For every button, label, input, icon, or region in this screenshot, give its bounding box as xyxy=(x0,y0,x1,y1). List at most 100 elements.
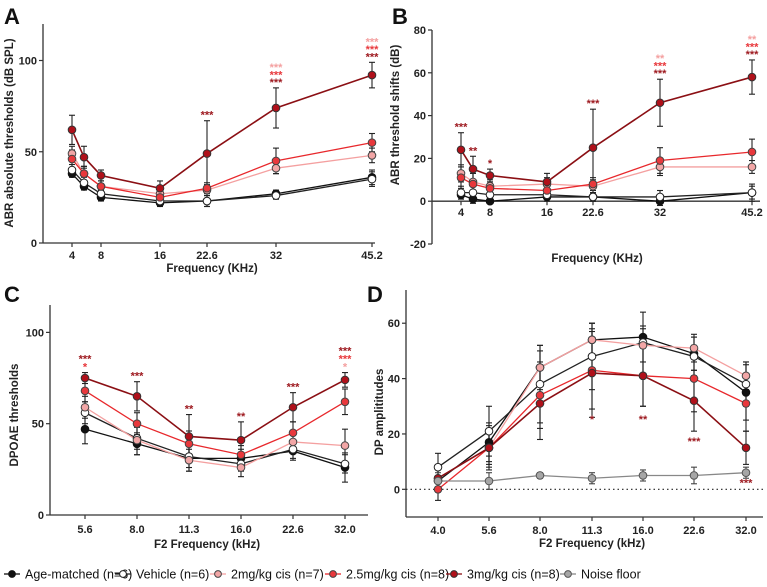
data-point-c2 xyxy=(340,441,350,450)
legend-marker xyxy=(329,570,337,578)
data-point-c25 xyxy=(202,183,212,193)
data-point-c3 xyxy=(747,72,757,82)
x-tick-label: 8.0 xyxy=(532,525,547,537)
panel-letter: C xyxy=(4,282,20,307)
data-point-veh xyxy=(484,426,494,436)
y-tick-label: 0 xyxy=(420,196,426,208)
significance-marker: * xyxy=(488,158,493,170)
significance-marker: *** xyxy=(366,51,380,63)
series-line-c2 xyxy=(71,153,373,195)
x-tick-label: 22.6 xyxy=(282,524,303,536)
series-group xyxy=(456,59,757,207)
data-point-veh xyxy=(67,165,77,175)
series-group xyxy=(67,61,377,208)
legend-item: 2mg/kg cis (n=7) xyxy=(210,568,324,582)
data-point-c3 xyxy=(184,432,194,441)
data-point-c25 xyxy=(689,374,699,383)
legend: Age-matched (n=6) Vehicle (n=6) 2mg/kg cis… xyxy=(4,568,641,582)
x-axis-title: Frequency (KHz) xyxy=(166,263,258,275)
y-tick-label: 50 xyxy=(25,147,37,159)
data-point-c25 xyxy=(542,186,552,195)
data-point-c25 xyxy=(741,399,751,408)
data-point-c3 xyxy=(79,152,89,162)
data-point-c25 xyxy=(288,428,298,438)
significance-marker: *** xyxy=(746,41,760,53)
data-point-c25 xyxy=(468,179,478,189)
significance-marker: ** xyxy=(639,414,648,426)
data-point-noise xyxy=(535,471,545,480)
legend-marker xyxy=(564,570,572,578)
significance-marker: *** xyxy=(654,61,668,73)
x-tick-label: 22.6 xyxy=(196,250,217,262)
data-point-c3 xyxy=(236,435,246,445)
data-point-c25 xyxy=(456,173,466,182)
legend-label: Age-matched (n=6) xyxy=(25,568,132,582)
significance-marker: *** xyxy=(455,122,469,134)
data-point-c3 xyxy=(80,373,90,383)
data-point-c3 xyxy=(271,103,281,113)
x-tick-label: 32.0 xyxy=(735,525,756,537)
legend-marker xyxy=(450,570,458,578)
data-point-c3 xyxy=(689,396,699,406)
data-point-c25 xyxy=(271,156,281,166)
data-point-c2 xyxy=(271,163,281,173)
data-point-noise xyxy=(689,471,699,480)
x-tick-label: 16.0 xyxy=(230,524,251,536)
legend-item: 3mg/kg cis (n=8) xyxy=(446,568,560,582)
data-point-c25 xyxy=(588,179,598,189)
data-point-c3 xyxy=(367,70,377,80)
data-point-c2 xyxy=(638,341,648,350)
x-tick-label: 32 xyxy=(270,250,282,262)
data-point-c25 xyxy=(67,154,77,164)
significance-marker: *** xyxy=(287,382,301,394)
data-point-c25 xyxy=(747,147,757,157)
x-tick-label: 22.6 xyxy=(582,207,603,219)
x-tick-label: 8 xyxy=(487,207,493,219)
x-tick-label: 45.2 xyxy=(741,207,762,219)
data-point-c3 xyxy=(655,98,665,108)
data-point-veh xyxy=(367,174,377,184)
series-line-c25 xyxy=(71,141,373,199)
y-tick-label: 80 xyxy=(414,25,426,37)
series-line-c2 xyxy=(84,406,346,469)
data-point-c3 xyxy=(741,443,751,453)
series-line-c25 xyxy=(84,390,346,456)
data-point-c25 xyxy=(132,419,142,428)
data-point-c2 xyxy=(80,402,90,412)
panel-c: C 0 50 100 5.6 8.0 11.3 16.0 22.6 32.0 F2 Frequenc… xyxy=(4,282,368,551)
legend-item: Vehicle (n=6) xyxy=(115,568,209,582)
x-tick-label: 16.0 xyxy=(632,525,653,537)
data-point-veh xyxy=(468,188,478,197)
data-point-c3 xyxy=(485,171,495,180)
data-point-veh xyxy=(741,379,751,389)
x-tick-label: 11.3 xyxy=(582,525,603,537)
y-tick-label: 100 xyxy=(19,56,37,68)
data-point-c2 xyxy=(587,335,597,345)
data-point-c2 xyxy=(184,455,194,465)
significance-marker: ** xyxy=(748,34,757,46)
x-axis-title: F2 Frequency (kHz) xyxy=(154,539,260,551)
y-axis-title: DP amplititudes xyxy=(374,369,386,456)
x-tick-label: 45.2 xyxy=(361,250,382,262)
data-point-veh xyxy=(202,196,212,206)
significance-marker: *** xyxy=(201,110,215,122)
x-tick-label: 16 xyxy=(154,250,166,262)
data-point-veh xyxy=(271,191,281,200)
legend-marker xyxy=(214,570,222,578)
panel-letter: D xyxy=(367,282,383,307)
data-point-c3 xyxy=(456,145,466,155)
data-point-c25 xyxy=(433,485,443,494)
y-axis-title: ABR threshold shifts (dB) xyxy=(390,45,402,186)
data-point-c3 xyxy=(535,399,545,408)
legend-label: Noise floor xyxy=(581,568,641,582)
data-point-c25 xyxy=(236,450,246,460)
legend-marker xyxy=(119,570,127,578)
series-line-c25 xyxy=(460,151,753,192)
x-axis-title: F2 Frequency (kHz) xyxy=(539,538,645,550)
panel-a: A 0 50 100 4 8 16 22.6 32 45.2 Frequency (KHz) ABR … xyxy=(4,4,383,275)
data-point-veh xyxy=(747,188,757,197)
legend-label: 2mg/kg cis (n=7) xyxy=(231,568,324,582)
significance-marker: *** xyxy=(270,62,284,74)
series-group xyxy=(433,311,751,501)
